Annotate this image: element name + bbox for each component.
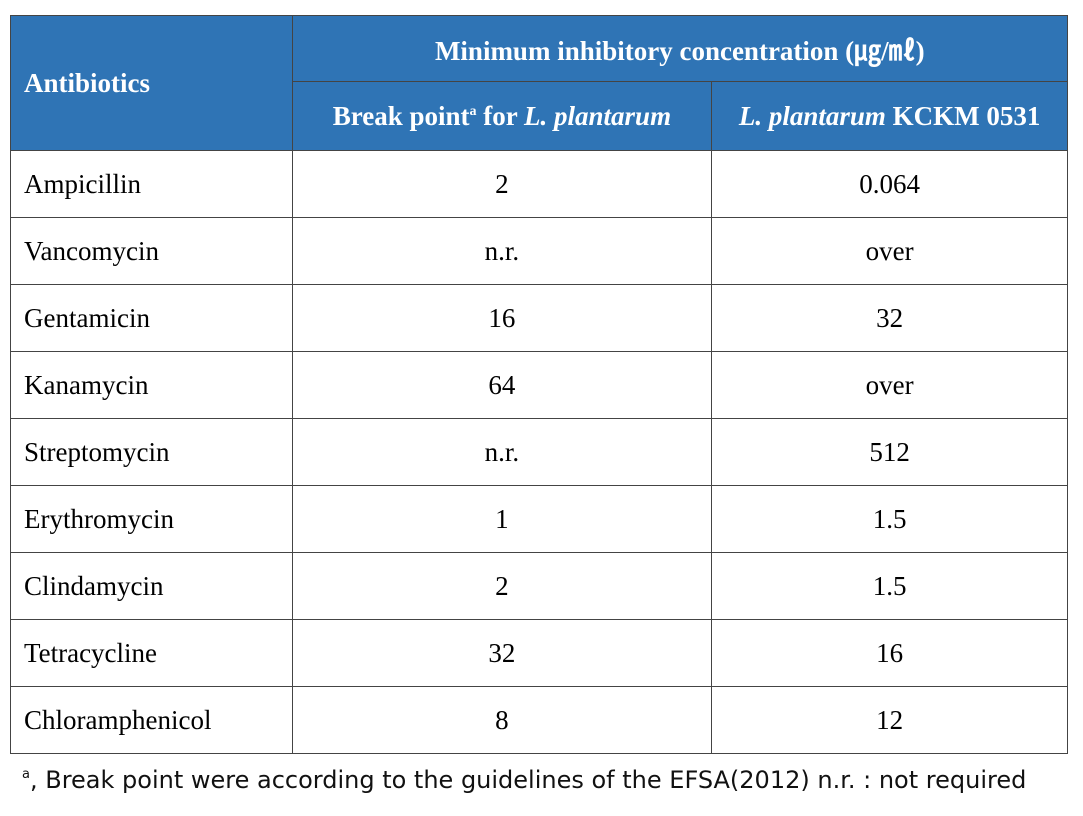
table-row: Streptomycin n.r. 512	[10, 418, 1068, 486]
superscript: a	[22, 767, 30, 782]
header-cell: Minimum inhibitory concentration (㎍/㎖)	[291, 15, 1069, 82]
antibiotic-cell: Ampicillin	[10, 150, 293, 218]
value-cell: 8	[291, 686, 713, 754]
value-cell: 16	[291, 284, 713, 352]
antibiotic-cell: Clindamycin	[10, 552, 293, 620]
table-row: Vancomycin n.r. over	[10, 217, 1068, 285]
value-cell: over	[711, 351, 1068, 419]
table-row: Clindamycin 2 1.5	[10, 552, 1068, 620]
header-row: Break pointa for L. plantarum L. plantar…	[11, 81, 1068, 151]
value-cell: 0.064	[711, 150, 1068, 218]
header-row: Antibiotics Minimum inhibitory concentra…	[10, 15, 1069, 151]
table-row: Kanamycin 64 over	[10, 351, 1068, 419]
value-cell: 2	[291, 150, 713, 218]
value-cell: 64	[291, 351, 713, 419]
footnote: a, Break point were according to the gui…	[22, 766, 1026, 794]
table-body: Ampicillin 2 0.064 Vancomycin n.r. over Gentam…	[10, 150, 1068, 754]
value-cell: 1.5	[711, 552, 1068, 620]
value-cell: n.r.	[291, 418, 713, 486]
header-text: Antibiotics	[24, 67, 151, 98]
antibiotic-cell: Vancomycin	[10, 217, 293, 285]
header-italic: L. plantarum	[524, 100, 672, 131]
antibiotic-cell: Erythromycin	[10, 485, 293, 553]
antibiotic-cell: Streptomycin	[10, 418, 293, 486]
antibiotic-cell: Gentamicin	[10, 284, 293, 352]
value-cell: 1.5	[711, 485, 1068, 553]
table-row: Ampicillin 2 0.064	[10, 150, 1068, 218]
antibiotic-cell: Tetracycline	[10, 619, 293, 687]
header-italic: L. plantarum	[738, 100, 886, 131]
header-cell: Antibiotics	[10, 15, 293, 151]
value-cell: 2	[291, 552, 713, 620]
header-cell: L. plantarum KCKM 0531	[711, 81, 1068, 151]
value-cell: 32	[291, 619, 713, 687]
value-cell: 16	[711, 619, 1068, 687]
table-row: Gentamicin 16 32	[10, 284, 1068, 352]
header-text: KCKM 0531	[885, 100, 1041, 131]
value-cell: n.r.	[291, 217, 713, 285]
header-text: for	[476, 100, 525, 131]
value-cell: 32	[711, 284, 1068, 352]
value-cell: 1	[291, 485, 713, 553]
value-cell: 12	[711, 686, 1068, 754]
superscript: a	[469, 103, 477, 119]
table-row: Tetracycline 32 16	[10, 619, 1068, 687]
header-text: Break point	[332, 100, 470, 131]
table-row: Erythromycin 1 1.5	[10, 485, 1068, 553]
value-cell: 512	[711, 418, 1068, 486]
header-text: Minimum inhibitory concentration (㎍/㎖)	[434, 36, 925, 66]
antibiotic-cell: Kanamycin	[10, 351, 293, 419]
header-cell: Break pointa for L. plantarum	[291, 81, 713, 151]
value-cell: over	[711, 217, 1068, 285]
table-row: Chloramphenicol 8 12	[10, 686, 1068, 754]
footnote-text: , Break point were according to the guid…	[29, 766, 1027, 794]
antibiotic-cell: Chloramphenicol	[10, 686, 293, 754]
mic-table: Antibiotics Minimum inhibitory concentra…	[10, 15, 1069, 754]
